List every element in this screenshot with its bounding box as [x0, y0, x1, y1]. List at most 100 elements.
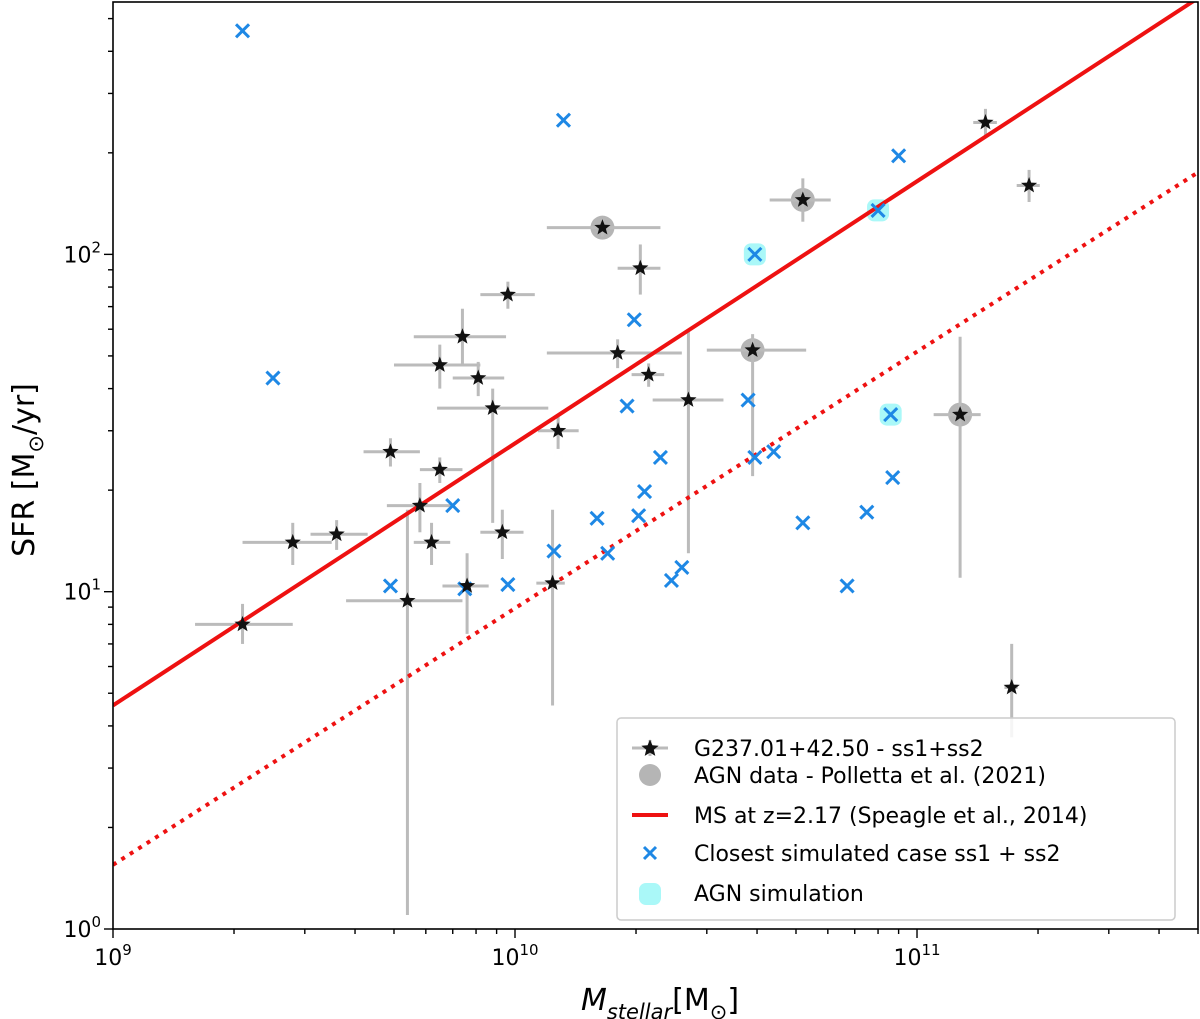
observed-star-21: [680, 391, 697, 407]
simulated-point-25: [883, 407, 899, 423]
simulated-point-24: [870, 202, 886, 218]
x-axis-label: Mstellar[M⊙]: [581, 983, 739, 1019]
simulated-point-20: [766, 444, 782, 460]
legend-marker-agn-sim: [639, 883, 661, 905]
simulated-point-stroke-b: [766, 444, 782, 460]
observed-star-9: [454, 328, 471, 344]
main-sequence-dotted-line: [113, 170, 1198, 867]
observed-star-8: [431, 356, 448, 372]
simulated-point-stroke-b: [891, 148, 907, 164]
simulated-point-2: [382, 578, 399, 594]
observed-star-0: [234, 615, 251, 632]
x-tick-label-2: 1011: [893, 941, 940, 971]
observed-star-5: [411, 497, 428, 513]
simulated-point-26: [885, 469, 901, 486]
legend-marker-agn-data: [639, 764, 661, 786]
observed-star-3: [382, 443, 399, 459]
observed-star-25: [977, 114, 994, 130]
legend-label-observed: G237.01+42.50 - ss1+ss2: [694, 737, 984, 762]
y-tick-label-0: 100: [63, 913, 101, 943]
legend-label-agn-sim: AGN simulation: [694, 882, 864, 907]
legend-marker-observed: [632, 739, 668, 756]
observed-star-17: [594, 219, 611, 235]
simulated-point-stroke-b: [674, 559, 690, 576]
simulated-point-stroke-b: [747, 246, 763, 262]
legend-label-agn-data: AGN data - Polletta et al. (2021): [694, 764, 1046, 789]
observed-star-20: [640, 366, 657, 382]
simulated-point-10: [619, 398, 635, 414]
simulated-point-stroke-b: [652, 449, 668, 466]
simulated-point-18: [747, 246, 763, 262]
simulated-point-15: [663, 572, 680, 588]
simulated-point-stroke-b: [546, 543, 562, 559]
legend-box: [616, 717, 1176, 921]
observed-star-15: [544, 574, 561, 591]
observed-star-19: [632, 259, 649, 276]
simulated-point-8: [589, 510, 605, 526]
observed-star-16: [550, 422, 567, 438]
observed-star-6: [423, 533, 440, 550]
simulated-point-23: [859, 504, 875, 520]
simulated-point-27: [891, 148, 907, 164]
plot-area: [113, 2, 1198, 916]
observed-star-1: [284, 533, 301, 550]
simulated-point-stroke-b: [234, 23, 251, 39]
simulated-point-stroke-b: [870, 202, 886, 218]
simulated-point-16: [674, 559, 690, 576]
simulated-point-stroke-b: [883, 407, 899, 423]
y-tick-label-2: 102: [63, 238, 101, 268]
simulated-point-stroke-b: [885, 469, 901, 486]
observed-star-14: [499, 286, 516, 302]
axes-frame: [112, 1, 1199, 930]
observed-star-12: [484, 399, 501, 416]
simulated-point-3: [445, 498, 461, 514]
simulated-point-1: [265, 370, 281, 386]
simulated-point-stroke-b: [839, 578, 855, 594]
simulated-point-22: [839, 578, 855, 594]
simulated-point-stroke-b: [663, 572, 680, 588]
simulated-point-11: [626, 312, 642, 328]
observed-star-27: [1020, 177, 1038, 193]
observed-star-4: [399, 592, 416, 608]
legend-label-ms-line: MS at z=2.17 (Speagle et al., 2014): [694, 804, 1087, 829]
simulated-point-stroke-b: [619, 398, 635, 414]
legend-label-simulated: Closest simulated case ss1 + ss2: [694, 842, 1061, 867]
y-axis-label: SFR [M⊙/yr]: [7, 383, 48, 557]
simulated-point-stroke-b: [859, 504, 875, 520]
simulated-point-stroke-b: [636, 484, 653, 500]
observed-star-7: [431, 461, 448, 477]
observed-star-23: [794, 191, 811, 207]
simulated-point-6: [546, 543, 562, 559]
simulated-point-stroke-b: [265, 370, 281, 386]
simulated-point-17: [740, 392, 756, 408]
legend-marker-simulated: [642, 845, 658, 861]
simulated-point-5: [500, 576, 516, 593]
simulated-point-stroke-b: [589, 510, 605, 526]
simulated-point-stroke-b: [500, 576, 516, 593]
simulated-point-12: [631, 508, 647, 524]
legend: G237.01+42.50 - ss1+ss2 AGN data - Polle…: [616, 717, 1176, 921]
simulated-point-stroke-b: [795, 515, 811, 531]
simulated-point-9: [600, 545, 616, 561]
observed-star-26: [1003, 678, 1020, 695]
x-tick-label-0: 109: [94, 941, 132, 971]
plot-frame: [112, 1, 1199, 930]
y-tick-label-1: 101: [63, 576, 101, 606]
observed-star-2: [328, 525, 345, 542]
simulated-point-19: [747, 449, 763, 466]
observed-star-22: [744, 341, 761, 358]
simulated-point-stroke-b: [747, 449, 763, 466]
x-tick-label-1: 1010: [491, 941, 538, 971]
simulated-point-stroke-b: [600, 545, 616, 561]
simulated-point-7: [555, 112, 572, 128]
simulated-point-stroke-b: [626, 312, 642, 328]
axis-ticks: 109 1010 1011 100 101 102: [63, 17, 1199, 971]
simulated-point-21: [795, 515, 811, 531]
simulated-point-14: [652, 449, 668, 466]
simulated-point-stroke-b: [382, 578, 399, 594]
simulated-point-stroke-b: [555, 112, 572, 128]
simulated-point-13: [636, 484, 653, 500]
observed-star-11: [470, 369, 487, 385]
simulated-point-stroke-b: [631, 508, 647, 524]
